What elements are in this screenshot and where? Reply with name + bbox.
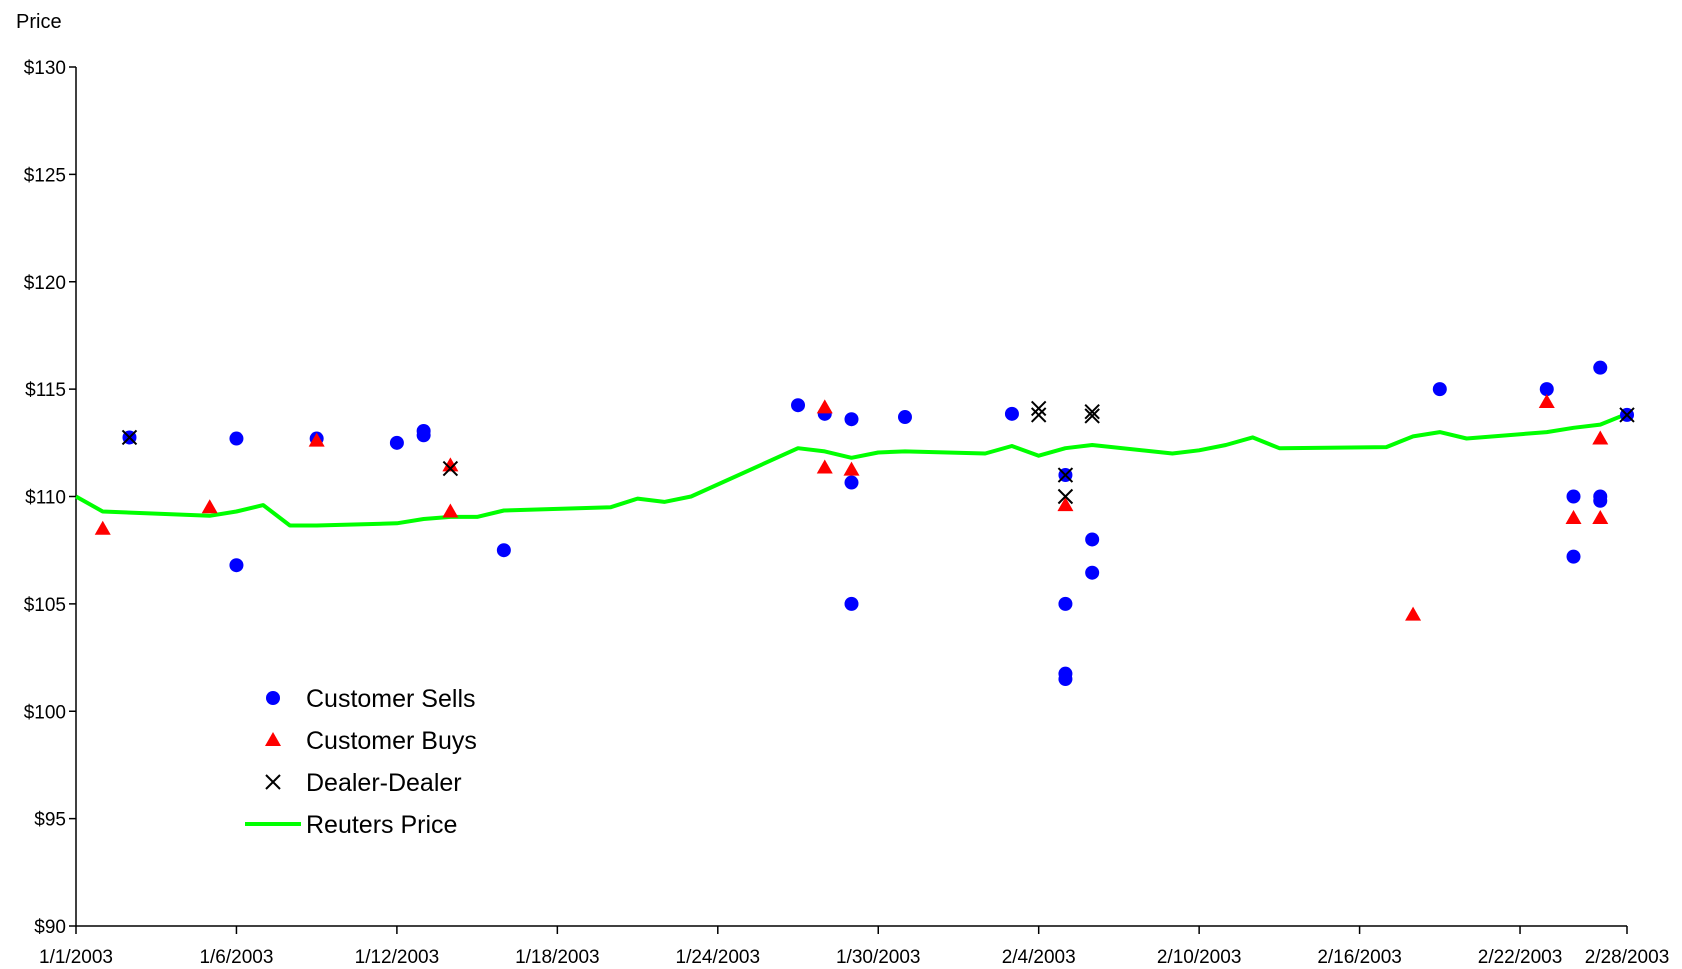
y-tick-label: $115 (25, 380, 66, 401)
legend: Customer Sells Customer Buys Dealer-Dealer… (245, 685, 477, 839)
series-reuters-price (75, 411, 1628, 528)
y-tick-label: $110 (25, 488, 66, 509)
customer-sells-point (1593, 493, 1608, 508)
customer-buys-point (1592, 430, 1609, 445)
customer-sells-point (1058, 596, 1073, 611)
legend-marker (265, 732, 281, 746)
dealer-dealer-point (1057, 488, 1074, 505)
x-tick-label: 2/28/2003 (1585, 947, 1670, 968)
customer-sells-point (1566, 489, 1581, 504)
customer-sells-point (496, 543, 511, 558)
x-axis-ticks: 1/1/2003 1/6/2003 1/12/2003 1/18/2003 1/24/2… (39, 926, 1669, 968)
legend-label: Reuters Price (306, 811, 457, 839)
dealer-dealer-point (1057, 467, 1074, 483)
customer-sells-point (1432, 382, 1447, 397)
dealer-dealer-point (1030, 407, 1047, 423)
customer-sells-point (844, 596, 859, 611)
plot-area (75, 360, 1635, 687)
customer-sells-point (1593, 360, 1608, 375)
series-customer-buys (94, 394, 1609, 621)
x-tick-label: 1/12/2003 (355, 947, 440, 968)
customer-buys-point (308, 432, 325, 447)
y-axis-title: Price (16, 11, 62, 33)
customer-sells-point (1085, 565, 1100, 580)
x-tick-label: 1/30/2003 (836, 947, 921, 968)
dealer-dealer-point (1084, 408, 1100, 424)
legend-marker (266, 691, 280, 705)
customer-buys-point (442, 503, 459, 518)
y-tick-label: $130 (24, 58, 66, 79)
axes (75, 67, 1627, 927)
x-tick-label: 2/4/2003 (1002, 947, 1076, 968)
customer-sells-point (1004, 406, 1019, 421)
y-tick-label: $95 (34, 810, 66, 831)
x-tick-label: 1/1/2003 (39, 947, 113, 968)
customer-buys-point (1538, 394, 1555, 409)
customer-buys-point (1057, 497, 1074, 512)
customer-sells-point (229, 431, 244, 446)
customer-buys-point (442, 457, 459, 472)
x-tick-label: 1/6/2003 (199, 947, 273, 968)
series-dealer-dealer (121, 400, 1635, 505)
customer-sells-point (791, 398, 806, 413)
dealer-dealer-point (121, 429, 138, 446)
customer-sells-point (1085, 532, 1100, 547)
y-axis-ticks: $90 $95 $100 $105 $110 $115 $120 $125 $130 (24, 58, 76, 938)
customer-sells-point (1058, 672, 1073, 687)
y-tick-label: $125 (24, 165, 66, 186)
legend-item: Customer Sells (266, 685, 476, 713)
x-tick-label: 2/10/2003 (1157, 947, 1242, 968)
customer-buys-point (1592, 509, 1609, 524)
x-tick-label: 1/24/2003 (676, 947, 761, 968)
customer-buys-point (816, 459, 833, 474)
legend-label: Customer Sells (306, 685, 476, 713)
y-tick-label: $100 (24, 702, 66, 723)
customer-buys-point (201, 499, 218, 514)
legend-item: Customer Buys (265, 727, 477, 755)
x-tick-label: 2/22/2003 (1478, 947, 1563, 968)
customer-buys-point (1405, 606, 1422, 621)
customer-sells-point (229, 558, 244, 573)
x-tick-label: 2/16/2003 (1317, 947, 1402, 968)
legend-label: Dealer-Dealer (306, 769, 462, 797)
y-tick-label: $120 (24, 273, 66, 294)
customer-buys-point (843, 461, 860, 476)
x-tick-label: 1/18/2003 (515, 947, 600, 968)
legend-item: Reuters Price (245, 811, 457, 839)
dealer-dealer-point (1619, 407, 1635, 423)
customer-buys-point (94, 520, 111, 535)
customer-sells-point (1539, 382, 1554, 397)
y-tick-label: $105 (24, 595, 66, 616)
customer-sells-point (389, 435, 404, 450)
dealer-dealer-point (442, 460, 459, 477)
reuters-price-line (75, 411, 1628, 528)
customer-buys-point (1565, 509, 1582, 524)
customer-sells-point (416, 428, 431, 443)
legend-item: Dealer-Dealer (265, 769, 462, 797)
customer-sells-point (897, 410, 912, 425)
customer-sells-point (1566, 549, 1581, 564)
dealer-dealer-point (1084, 403, 1100, 420)
y-tick-label: $90 (34, 917, 66, 938)
customer-sells-point (844, 475, 859, 490)
legend-marker (265, 774, 281, 790)
dealer-dealer-point (1030, 400, 1047, 417)
customer-sells-point (844, 412, 859, 427)
legend-label: Customer Buys (306, 727, 477, 755)
customer-buys-point (816, 399, 833, 414)
